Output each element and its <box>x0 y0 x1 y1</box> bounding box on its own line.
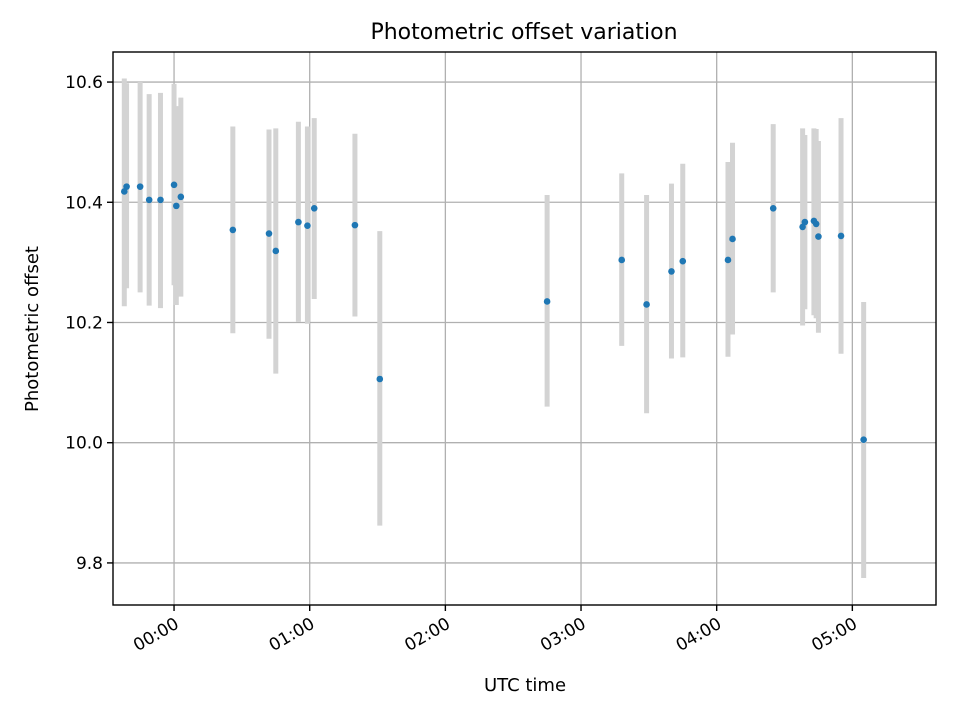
data-point <box>304 222 311 230</box>
x-tick-label: 02:00 <box>401 614 453 656</box>
data-point <box>136 183 144 190</box>
data-point <box>837 232 845 240</box>
x-axis-label: UTC time <box>484 675 566 696</box>
x-tick-label: 05:00 <box>808 614 860 656</box>
data-point <box>618 256 626 264</box>
error-bars <box>121 78 867 578</box>
y-tick-label: 9.8 <box>76 554 103 574</box>
data-point <box>769 204 777 212</box>
data-point <box>801 218 809 226</box>
data-point <box>543 298 551 305</box>
x-tick-label: 01:00 <box>266 614 318 656</box>
x-tick-label: 04:00 <box>673 614 725 656</box>
data-point <box>351 221 359 229</box>
y-axis-label: Photometric offset <box>22 246 43 412</box>
data-points <box>121 181 867 444</box>
x-tick-label: 03:00 <box>537 614 589 656</box>
y-axis-ticks: 9.8 10.0 10.2 10.4 10.6 <box>65 73 113 574</box>
data-point <box>123 183 130 190</box>
data-point <box>272 247 280 255</box>
data-point <box>157 196 164 204</box>
data-point <box>295 218 302 226</box>
data-point <box>729 235 736 243</box>
data-point <box>860 436 867 444</box>
data-point <box>815 233 822 240</box>
data-point <box>265 230 273 237</box>
data-point <box>643 301 650 308</box>
data-point <box>679 257 687 265</box>
y-tick-label: 10.0 <box>65 434 103 454</box>
plot-frame <box>112 51 937 606</box>
y-tick-label: 10.6 <box>65 73 103 93</box>
data-point <box>724 256 732 264</box>
data-point <box>229 226 237 234</box>
data-point <box>170 181 178 189</box>
chart-title: Photometric offset variation <box>370 20 677 45</box>
y-tick-label: 10.4 <box>65 193 103 213</box>
data-point <box>668 268 675 275</box>
data-point <box>310 204 318 212</box>
data-point <box>177 193 185 201</box>
data-point <box>376 375 384 383</box>
data-point <box>173 202 180 210</box>
x-axis-ticks: 00:00 01:00 02:00 03:00 04:00 05:00 <box>130 605 861 656</box>
y-tick-label: 10.2 <box>65 313 103 333</box>
data-point <box>812 220 820 228</box>
data-point <box>145 196 153 204</box>
x-tick-label: 00:00 <box>130 614 182 656</box>
